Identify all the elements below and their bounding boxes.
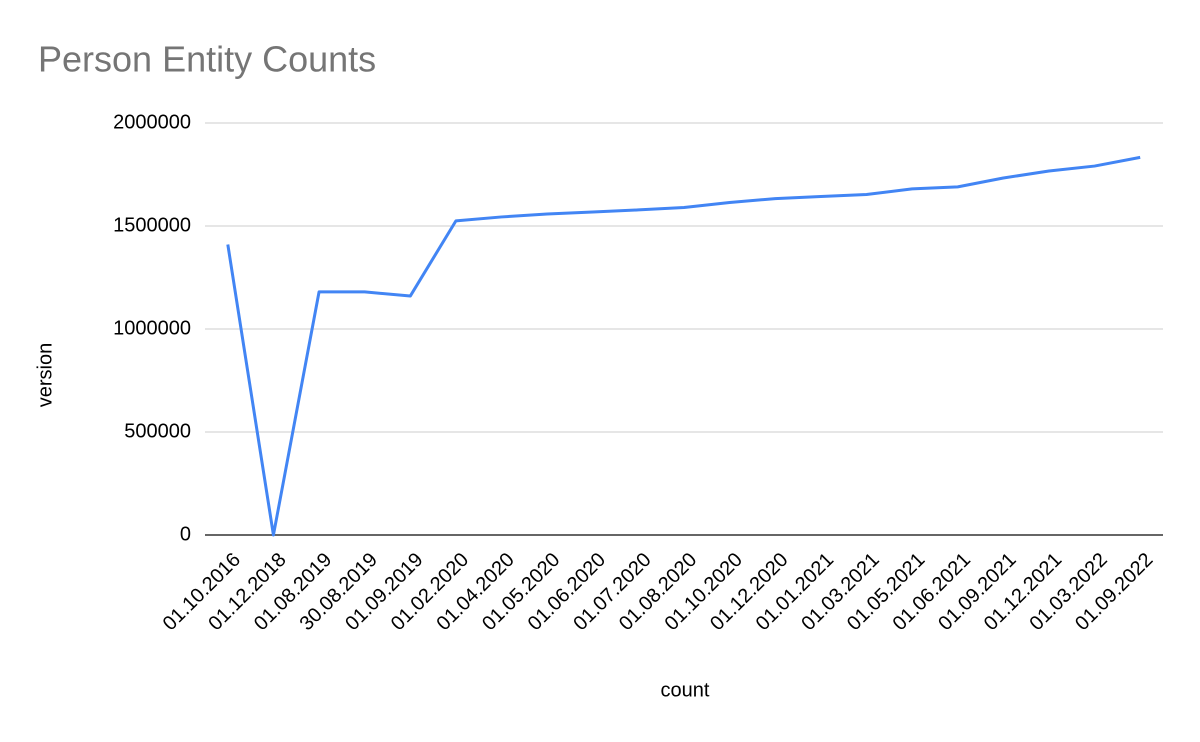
- y-axis-title: version: [34, 343, 56, 407]
- y-tick-label: 1500000: [113, 214, 191, 236]
- data-line: [226, 155, 1141, 537]
- y-tick-label: 1000000: [113, 317, 191, 339]
- chart-title: Person Entity Counts: [38, 39, 376, 80]
- x-axis-title: count: [661, 679, 710, 701]
- y-tick-label: 0: [180, 523, 191, 545]
- y-tick-label: 2000000: [113, 111, 191, 133]
- y-tick-label: 500000: [124, 420, 191, 442]
